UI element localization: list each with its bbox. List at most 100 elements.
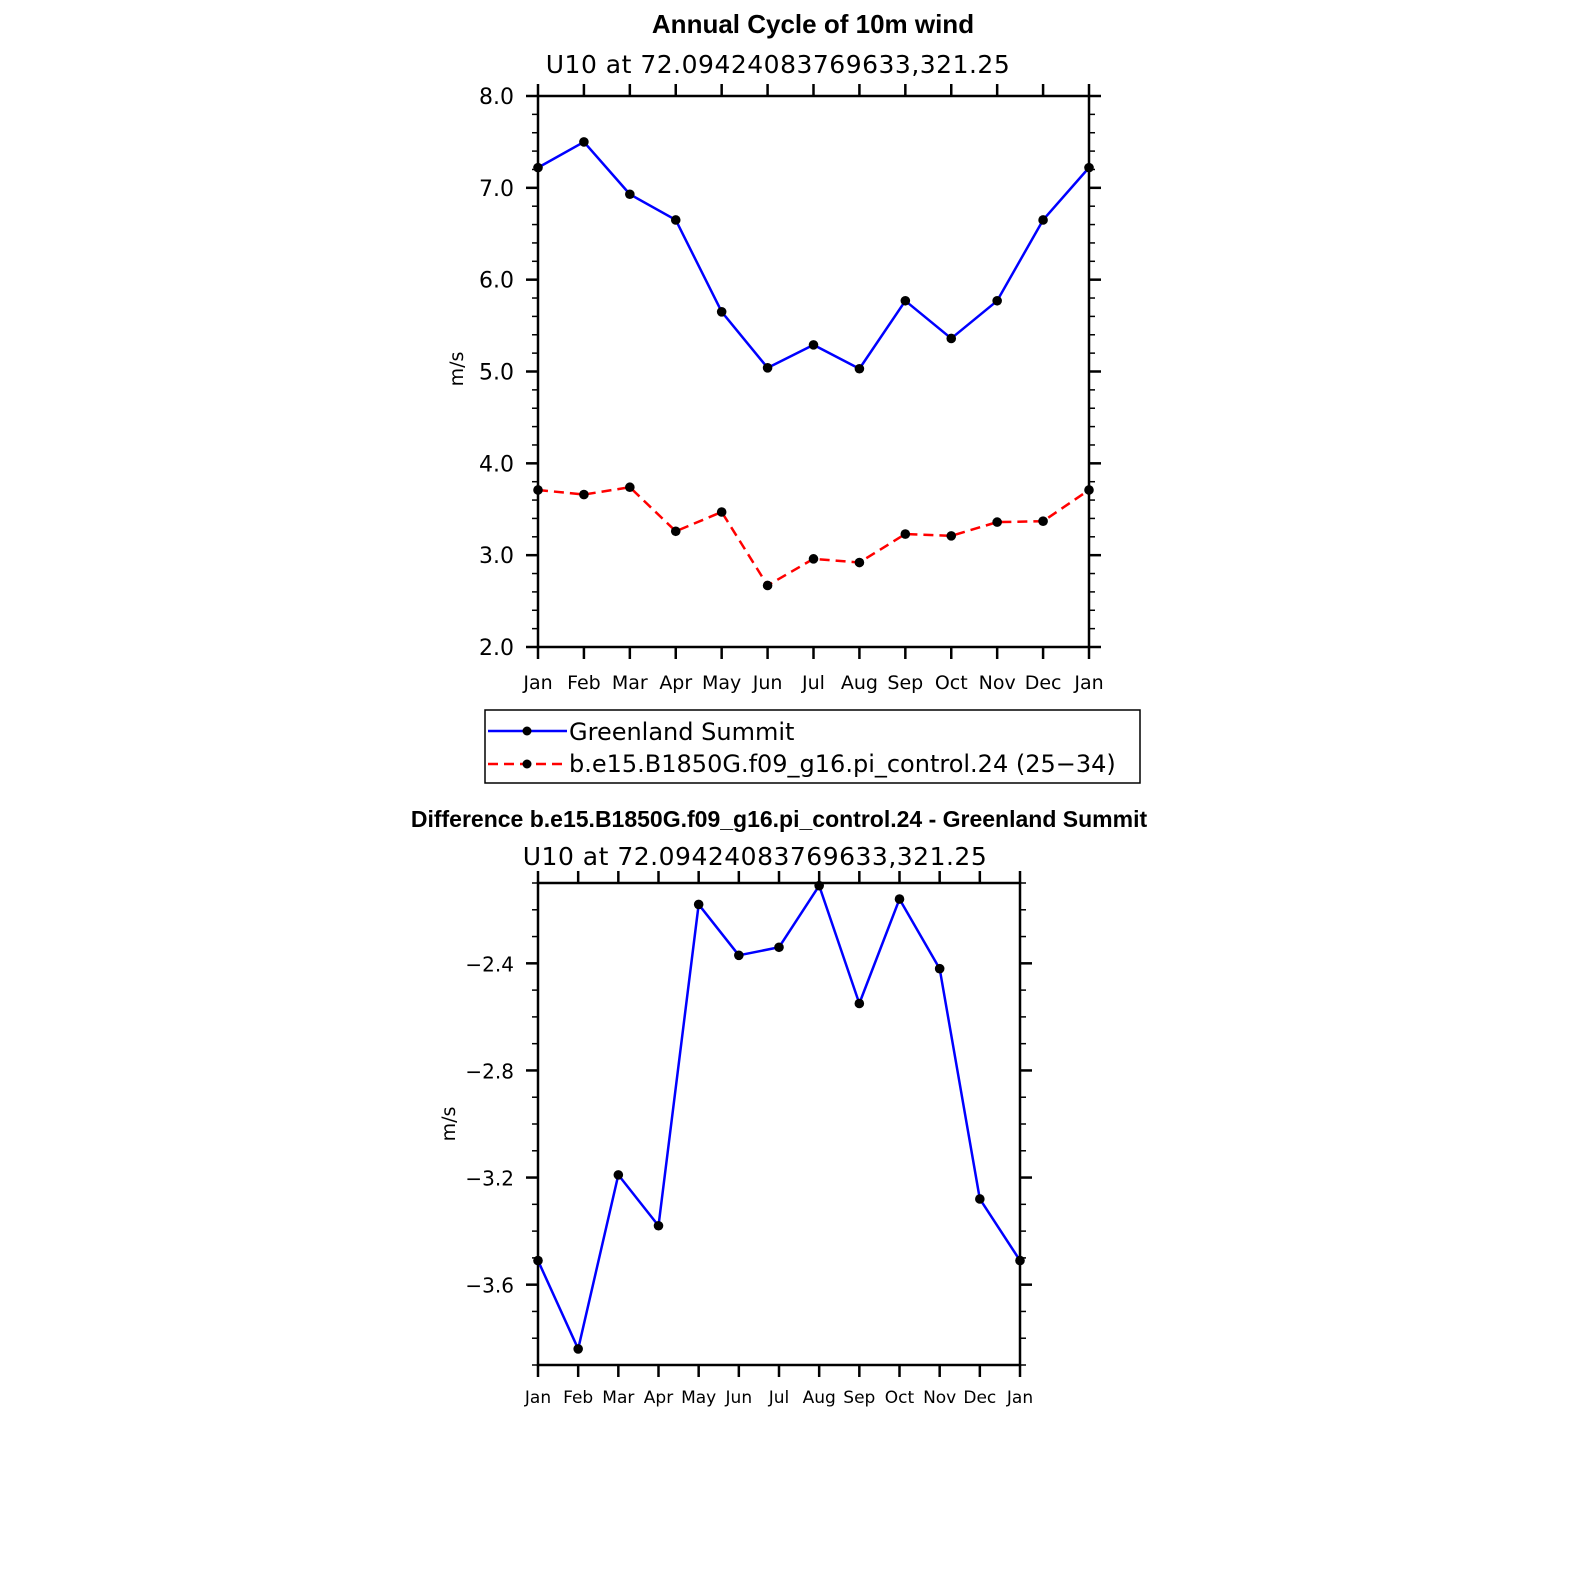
chart1-xtick-label: Jan: [1073, 672, 1103, 694]
chart2-ticks: [526, 871, 1032, 1377]
chart2-ytick-label: −3.2: [465, 1167, 514, 1191]
chart1-plot-frame: [536, 94, 1091, 649]
chart1-series-1-point: [579, 137, 589, 147]
chart1-series-1-point: [762, 363, 773, 373]
chart2-xtick-label: Dec: [963, 1388, 996, 1408]
chart1-series: [533, 137, 1094, 591]
chart1-series-1-line: [537, 140, 1090, 370]
chart1-series-1-point: [1084, 162, 1094, 173]
chart2-series-1-point: [693, 899, 704, 910]
chart1-xtick-label: Mar: [612, 672, 648, 694]
chart1-ytick-label: 5.0: [479, 361, 514, 386]
chart1-xtick-label: Feb: [567, 672, 601, 694]
chart2-xtick-label: Sep: [843, 1388, 875, 1408]
chart1-title: Annual Cycle of 10m wind: [652, 9, 974, 39]
legend-box: [484, 709, 1141, 784]
legend-label-series1: Greenland Summit: [569, 718, 794, 746]
chart2-xtick-label: Apr: [644, 1388, 673, 1408]
chart1-ytick-label: 7.0: [479, 177, 514, 202]
chart1-series-1-point: [716, 307, 727, 317]
chart1-series-2-point: [946, 531, 957, 541]
chart1-xtick-label: May: [702, 672, 741, 694]
chart2-ytick-labels: −2.4 −2.8 −3.2 −3.6: [465, 952, 514, 1297]
legend-marker-series1: [522, 726, 532, 736]
chart2-xtick-label: Jun: [725, 1388, 753, 1408]
chart-annual-cycle: Annual Cycle of 10m wind U10 at 72.09424…: [446, 9, 1141, 784]
chart2-ytick-label: −2.8: [465, 1059, 514, 1083]
chart2-series-1-point: [1015, 1255, 1025, 1266]
legend-label-series2: b.e15.B1850G.f09_g16.pi_control.24 (25−3…: [569, 750, 1116, 778]
chart1-ylabel: m/s: [446, 352, 468, 387]
chart1-ytick-label: 8.0: [479, 85, 514, 110]
chart1-series-1-point: [808, 340, 819, 350]
chart1-series-1-point: [992, 295, 1002, 306]
chart1-subtitle: U10 at 72.09424083769633,321.25: [546, 50, 1011, 79]
chart2-series-1-point: [573, 1344, 583, 1354]
chart1-xtick-label: Oct: [935, 672, 968, 694]
chart2-series-1-point: [734, 950, 744, 961]
chart2-xtick-label: Feb: [563, 1388, 593, 1408]
chart1-xtick-label: Dec: [1025, 672, 1062, 694]
chart2-xtick-labels: Jan Feb Mar Apr May Jun Jul Aug Sep Oct Nov Dec Jan: [524, 1388, 1033, 1408]
chart2-series-1-line: [536, 884, 1022, 1351]
chart2-xtick-label: Jan: [1006, 1388, 1033, 1408]
chart2-xtick-label: Aug: [803, 1388, 836, 1408]
chart1-series-2-point: [992, 517, 1002, 527]
chart2-series-1-point: [613, 1170, 624, 1180]
chart2-ytick-label: −2.4: [465, 952, 514, 976]
chart2-series-1-point: [533, 1255, 543, 1266]
chart2-plot-frame: [536, 881, 1022, 1367]
chart1-series-1-point: [625, 189, 635, 200]
chart2-minor-ticks: [532, 882, 1026, 1366]
chart2-series-1-point: [814, 880, 824, 891]
chart1-series-1-point: [900, 295, 911, 306]
chart2-xtick-label: Mar: [602, 1388, 634, 1408]
chart1-xtick-label: Sep: [887, 672, 923, 694]
chart2-xtick-label: Nov: [923, 1388, 956, 1408]
chart1-series-2-point: [625, 482, 635, 493]
chart1-series-2-point: [1084, 485, 1094, 495]
chart1-ytick-label: 6.0: [479, 269, 514, 294]
chart1-ytick-label: 4.0: [479, 452, 514, 477]
chart1-series-2-point: [579, 489, 589, 500]
chart1-series-2-point: [854, 557, 865, 568]
chart1-xtick-label: Apr: [659, 672, 692, 694]
chart2-title: Difference b.e15.B1850G.f09_g16.pi_contr…: [411, 806, 1148, 832]
chart1-series-2-point: [670, 526, 681, 537]
chart1-series-2-point: [762, 580, 773, 591]
chart2-series: [533, 880, 1025, 1354]
chart1-xtick-label: Nov: [979, 672, 1016, 694]
chart1-ytick-labels: 2.0 3.0 4.0 5.0 6.0 7.0 8.0: [479, 85, 514, 661]
chart1-series-1-point: [946, 333, 957, 344]
chart1-series-2-point: [1038, 516, 1048, 526]
chart2-xtick-label: Jan: [524, 1388, 551, 1408]
chart1-ticks: [526, 84, 1101, 659]
chart1-series-1-point: [670, 215, 681, 225]
chart1-xtick-labels: Jan Feb Mar Apr May Jun Jul Aug Sep Oct Nov Dec Jan: [522, 672, 1103, 694]
chart1-series-2-point: [533, 485, 543, 495]
chart2-ylabel: m/s: [438, 1107, 460, 1142]
chart1-series-2-point: [808, 554, 819, 564]
chart1-xtick-label: Jul: [801, 672, 825, 694]
chart1-xtick-label: Jan: [522, 672, 552, 694]
chart1-legend: Greenland Summit b.e15.B1850G.f09_g16.pi…: [484, 709, 1141, 784]
chart1-series-2-line: [537, 485, 1090, 587]
chart1-xtick-label: Aug: [841, 672, 878, 694]
chart1-series-1-point: [533, 162, 543, 173]
chart1-ytick-label: 3.0: [479, 544, 514, 569]
chart1-series-2-point: [900, 529, 911, 539]
chart1-xtick-label: Jun: [752, 672, 783, 694]
chart-difference: Difference b.e15.B1850G.f09_g16.pi_contr…: [411, 806, 1148, 1408]
chart1-ytick-label: 2.0: [479, 636, 514, 661]
legend-marker-series2: [522, 759, 532, 769]
chart1-series-1-point: [1038, 215, 1048, 225]
chart2-series-1-point: [774, 942, 784, 953]
chart2-ytick-label: −3.6: [465, 1274, 514, 1298]
chart1-series-2-point: [716, 507, 727, 517]
chart2-subtitle: U10 at 72.09424083769633,321.25: [523, 842, 988, 871]
chart2-xtick-label: May: [681, 1388, 716, 1408]
chart2-series-1-point: [653, 1220, 664, 1231]
chart2-series-1-point: [854, 998, 865, 1009]
